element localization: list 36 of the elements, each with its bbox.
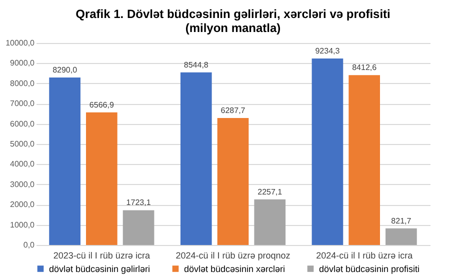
- bar: [49, 78, 80, 245]
- bar: [386, 228, 417, 245]
- bar: [180, 72, 212, 245]
- data-label: 6287,7: [220, 106, 246, 115]
- bar: [86, 112, 118, 245]
- bar: [312, 58, 344, 245]
- bar: [254, 199, 286, 245]
- data-label: 6566,9: [89, 100, 114, 110]
- x-tick-label: 2023-cü il I rüb üzrə icra: [53, 250, 150, 260]
- legend-label: dövlət büdcəsinin xərcləri: [184, 264, 286, 274]
- y-tick-label: 7000,0: [10, 99, 36, 108]
- bar: [217, 118, 249, 245]
- y-tick-label: 1000,0: [10, 220, 36, 230]
- data-label: 8290,0: [52, 66, 78, 75]
- y-tick-label: 10000,0: [6, 38, 36, 48]
- data-label: 1723,1: [126, 198, 152, 208]
- legend-label: dövlət büdcəsinin gəlirləri: [49, 264, 150, 274]
- x-tick-label: 2024-cü il I rüb üzrə icra: [316, 250, 413, 260]
- data-label: 2257,1: [258, 187, 283, 196]
- chart-title: Qrafik 1. Dövlət büdcəsinin gəlirləri, xərcləri və profisiti (milyon manatla): [76, 7, 390, 35]
- y-tick-label: 5000,0: [10, 140, 36, 148]
- bar: [122, 210, 154, 245]
- data-label: 8412,6: [352, 63, 378, 72]
- y-tick-label: 6000,0: [10, 119, 36, 128]
- y-tick-label: 8000,0: [10, 78, 36, 88]
- legend-label: dövlət büdcəsinin profisiti: [319, 264, 420, 274]
- data-label: 9234,3: [315, 46, 340, 56]
- y-tick-label: 2000,0: [10, 200, 36, 210]
- data-label: 8544,8: [184, 60, 209, 70]
- x-tick-label: 2024-cü il I rüb üzrə proqnoz: [176, 250, 291, 260]
- y-tick-label: 4000,0: [10, 160, 36, 169]
- y-tick-label: 3000,0: [10, 180, 36, 189]
- y-tick-label: 9000,0: [10, 58, 36, 68]
- data-label: 821,7: [391, 216, 412, 226]
- bar: [348, 75, 380, 245]
- y-tick-label: 0,0: [23, 240, 36, 250]
